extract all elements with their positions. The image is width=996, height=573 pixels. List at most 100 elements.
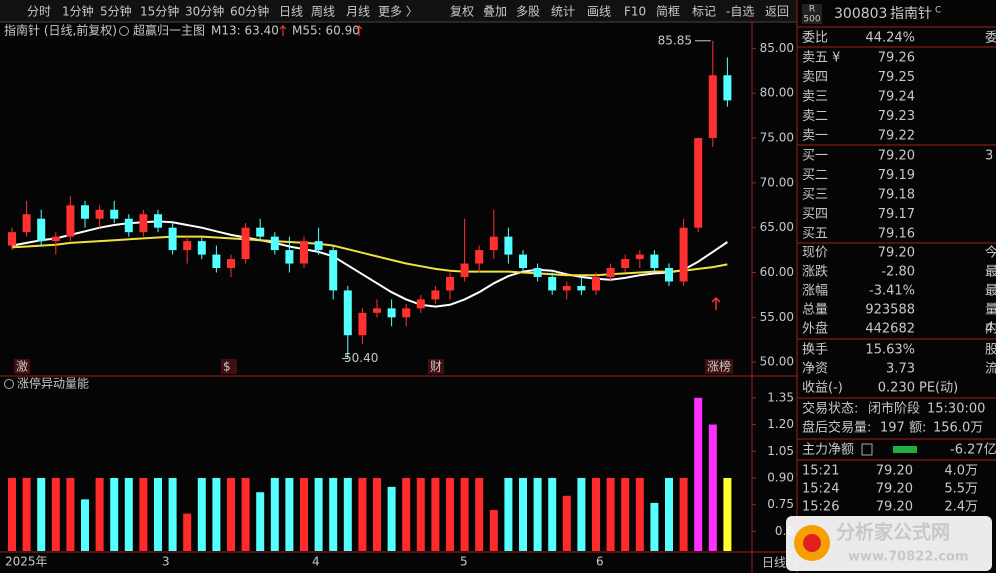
row-label: 换手 xyxy=(802,343,828,358)
period-tab[interactable]: 60分钟 xyxy=(230,4,269,19)
tool-button[interactable]: 复权 xyxy=(450,5,474,19)
flow-bar xyxy=(893,446,917,453)
row-value: 79.20 xyxy=(878,246,915,261)
tool-button[interactable]: 叠加 xyxy=(483,5,507,19)
tool-button[interactable]: 统计 xyxy=(551,5,575,19)
row-value: 923588 xyxy=(865,303,915,318)
candle-body xyxy=(300,241,308,264)
volume-bar xyxy=(446,477,454,551)
signal-arrow xyxy=(711,296,721,310)
volume-bar xyxy=(241,477,250,551)
volume-bar xyxy=(22,477,31,551)
volume-bar xyxy=(650,502,659,551)
stock-name: 指南针 xyxy=(890,6,932,22)
tool-button[interactable]: 画线 xyxy=(587,5,611,19)
tool-button[interactable]: F10 xyxy=(624,5,646,19)
period-tab[interactable]: 5分钟 xyxy=(100,4,132,19)
row-extra: 4 xyxy=(985,322,993,337)
tick-price: 79.20 xyxy=(876,464,913,479)
period-tab[interactable]: 分时 xyxy=(27,5,51,19)
row-value: 79.24 xyxy=(878,90,915,105)
row-label-2: 3 xyxy=(985,149,993,164)
candle-body xyxy=(416,299,425,309)
candle-body xyxy=(22,214,31,233)
row-value: 79.20 xyxy=(878,149,915,164)
stock-flag: C xyxy=(935,6,941,16)
row-label-2: 委差 xyxy=(985,31,996,46)
y-tick-label: 1.05 xyxy=(767,444,794,458)
volume-bar xyxy=(212,477,221,551)
watermark-url: www.70822.com xyxy=(848,550,969,565)
tool-button[interactable]: -自选 xyxy=(726,5,754,19)
row-value: 79.22 xyxy=(878,129,915,144)
volume-bar xyxy=(373,477,381,551)
y-tick-label: 65.00 xyxy=(760,220,794,234)
watermark-bg xyxy=(786,516,992,571)
row-label: 总量 xyxy=(802,303,828,318)
volume-bar xyxy=(694,397,703,551)
volume-bar xyxy=(504,477,513,551)
period-tab[interactable]: 15分钟 xyxy=(140,4,179,19)
candle-body xyxy=(8,232,16,246)
volume-bar xyxy=(402,477,411,551)
volume-bar xyxy=(168,477,177,551)
after-label: 盘后交易量: xyxy=(802,420,871,436)
period-tab[interactable]: 日线 xyxy=(279,5,303,19)
row-label: 卖四 xyxy=(802,70,828,85)
high-label: 85.85 xyxy=(658,33,692,47)
badge xyxy=(802,4,822,24)
candle-body xyxy=(475,250,484,264)
candle-body xyxy=(460,263,469,277)
tool-button[interactable]: 标记 xyxy=(692,5,716,19)
row-value: 79.16 xyxy=(878,227,915,242)
candle-body xyxy=(679,227,688,282)
volume-bar xyxy=(343,477,352,551)
marker-box xyxy=(221,359,237,374)
candle-body xyxy=(241,227,250,260)
row-value: 442682 xyxy=(865,322,915,337)
period-tab[interactable]: 月线 xyxy=(346,5,370,19)
marker-box xyxy=(705,359,733,374)
period-tab[interactable]: 周线 xyxy=(311,5,335,19)
watermark-title: 分析家公式网 xyxy=(836,521,950,544)
row-label: 委比 xyxy=(802,31,828,46)
row-label-2: 量比 xyxy=(985,303,996,318)
candle-body xyxy=(343,290,352,336)
period-tab[interactable]: 更多 〉 xyxy=(378,5,418,19)
stock-code: 300803 xyxy=(834,6,887,22)
volume-bar xyxy=(562,495,571,551)
period-label: 日线 xyxy=(762,556,786,570)
volume-bar xyxy=(329,477,338,551)
period-tab[interactable]: 1分钟 xyxy=(62,4,94,19)
candle-body xyxy=(592,276,600,291)
event-marker: $ xyxy=(223,360,231,374)
tick-volume: 2.4万 xyxy=(944,500,978,515)
tool-button[interactable]: 返回 xyxy=(765,5,789,19)
period-tab[interactable]: 30分钟 xyxy=(185,4,224,19)
row-label-2: 最低 xyxy=(985,284,996,299)
row-label-2: 股本 xyxy=(985,343,996,358)
y-tick-label: 75.00 xyxy=(760,131,794,145)
up-arrow xyxy=(355,25,363,36)
marker-box xyxy=(14,359,30,374)
row-label: 涨跌 xyxy=(802,264,828,280)
row-value: -3.41% xyxy=(869,284,915,299)
indicator-icon xyxy=(4,379,14,389)
watermark-logo-inner xyxy=(803,534,821,552)
volume-bar xyxy=(621,477,630,551)
candle-body xyxy=(285,250,294,264)
tool-button[interactable]: 简框 xyxy=(656,5,680,19)
volume-bar xyxy=(154,477,162,551)
candle-body xyxy=(183,241,192,251)
volume-bar xyxy=(592,477,600,551)
volume-bar xyxy=(475,477,484,551)
volume-title: 涨停异动量能 xyxy=(17,376,89,391)
candle-body xyxy=(197,241,206,255)
volume-bar xyxy=(95,477,104,551)
tick-price: 79.20 xyxy=(876,482,913,497)
tool-button[interactable]: 多股 xyxy=(516,5,540,19)
toolbar-bg xyxy=(0,0,797,22)
